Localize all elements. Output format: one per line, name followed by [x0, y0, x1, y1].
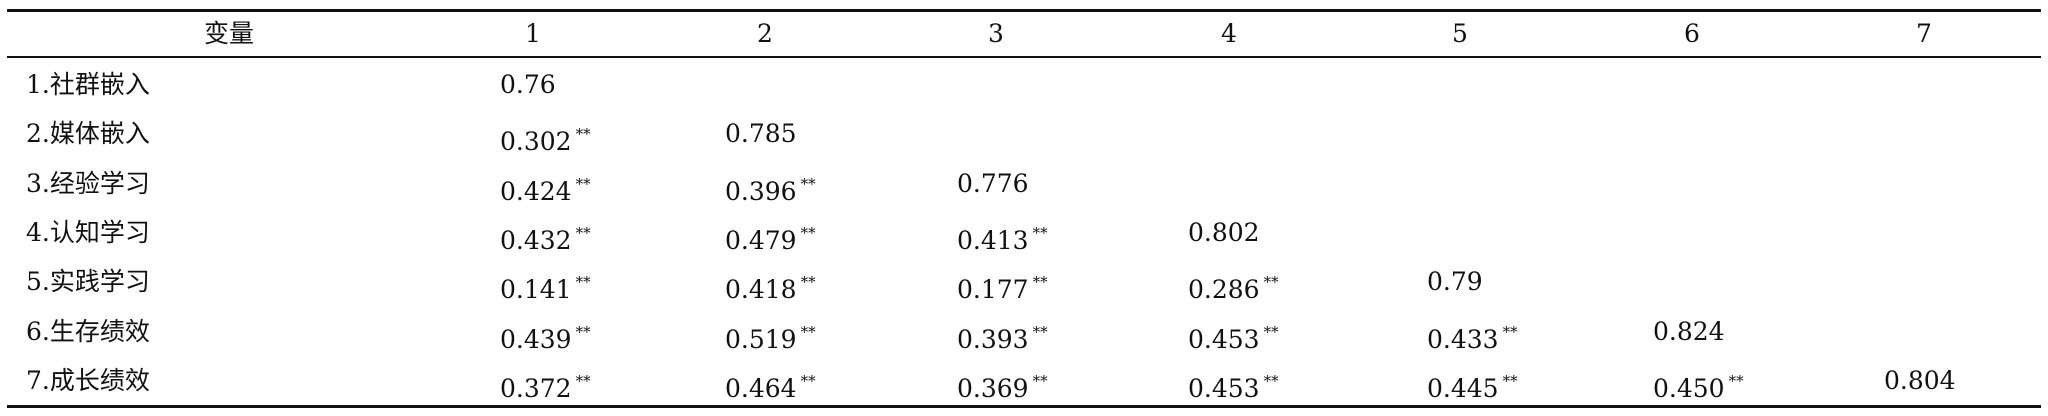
value: 0.432 [500, 225, 572, 255]
row-label: 2.媒体嵌入 [26, 119, 150, 149]
value: 0.824 [1653, 316, 1725, 346]
significance: ** [1502, 322, 1518, 341]
value-cell: 0.177 ** [957, 267, 1048, 305]
row-label: 5.实践学习 [26, 267, 150, 297]
significance: ** [575, 223, 591, 242]
significance: ** [800, 371, 816, 390]
significance: ** [575, 125, 591, 144]
value: 0.519 [725, 324, 797, 354]
value-cell: 0.479 ** [725, 218, 816, 256]
value-cell: 0.453 ** [1188, 317, 1279, 355]
row-label: 1.社群嵌入 [26, 70, 150, 99]
header-cell: 5 [1452, 19, 1468, 48]
value-cell: 0.286 ** [1188, 267, 1279, 305]
significance: ** [800, 174, 816, 193]
row-label: 3.经验学习 [26, 168, 150, 198]
value: 0.785 [725, 119, 797, 149]
value-cell: 0.785 [725, 119, 797, 149]
value-cell: 0.824 [1653, 317, 1725, 347]
header-cell: 6 [1684, 19, 1700, 48]
value-cell: 0.453 ** [1188, 366, 1279, 404]
value: 0.776 [957, 168, 1029, 198]
value-cell: 0.804 [1884, 366, 1956, 396]
significance: ** [800, 273, 816, 292]
significance: ** [1728, 371, 1744, 390]
value: 0.418 [725, 275, 797, 305]
value: 0.464 [725, 373, 797, 403]
bottom-rule [7, 405, 2041, 408]
header-cell: 3 [988, 19, 1004, 48]
value: 0.396 [725, 176, 797, 206]
significance: ** [1263, 371, 1279, 390]
value-cell: 0.413 ** [957, 218, 1048, 256]
significance: ** [575, 273, 591, 292]
value: 0.445 [1427, 373, 1499, 403]
header-cell: 变量 [203, 19, 255, 48]
value-cell: 0.439 ** [500, 317, 591, 355]
significance: ** [1502, 371, 1518, 390]
significance: ** [575, 174, 591, 193]
value-cell: 0.393 ** [957, 317, 1048, 355]
value-cell: 0.302 ** [500, 119, 591, 157]
value-cell: 0.79 [1427, 267, 1483, 297]
value: 0.393 [957, 324, 1029, 354]
significance: ** [1263, 273, 1279, 292]
significance: ** [575, 322, 591, 341]
value: 0.424 [500, 176, 572, 206]
value-cell: 0.141 ** [500, 267, 591, 305]
significance: ** [1032, 371, 1048, 390]
value: 0.302 [500, 127, 572, 157]
value-cell: 0.424 ** [500, 169, 591, 207]
value-cell: 0.76 [500, 70, 556, 100]
value: 0.369 [957, 373, 1029, 403]
header-cell: 1 [525, 19, 541, 48]
value-cell: 0.464 ** [725, 366, 816, 404]
significance: ** [800, 223, 816, 242]
value-cell: 0.369 ** [957, 366, 1048, 404]
value-cell: 0.519 ** [725, 317, 816, 355]
value-cell: 0.432 ** [500, 218, 591, 256]
value-cell: 0.450 ** [1653, 366, 1744, 404]
value-cell: 0.372 ** [500, 366, 591, 404]
significance: ** [575, 371, 591, 390]
significance: ** [1032, 223, 1048, 242]
value: 0.372 [500, 373, 572, 403]
value-cell: 0.802 [1188, 218, 1260, 248]
significance: ** [800, 322, 816, 341]
value-cell: 0.776 [957, 169, 1029, 199]
header-rule [7, 56, 2041, 58]
value: 0.479 [725, 225, 797, 255]
value: 0.433 [1427, 324, 1499, 354]
row-label: 7.成长绩效 [26, 365, 150, 395]
significance: ** [1263, 322, 1279, 341]
value: 0.413 [957, 225, 1029, 255]
value: 0.177 [957, 275, 1029, 305]
value-cell: 0.418 ** [725, 267, 816, 305]
header-cell: 4 [1221, 19, 1237, 48]
value-cell: 0.433 ** [1427, 317, 1518, 355]
value: 0.286 [1188, 275, 1260, 305]
value: 0.450 [1653, 373, 1725, 403]
value: 0.453 [1188, 373, 1260, 403]
top-rule [7, 9, 2041, 12]
value-cell: 0.396 ** [725, 169, 816, 207]
value: 0.453 [1188, 324, 1260, 354]
value: 0.802 [1188, 217, 1260, 247]
significance: ** [1032, 273, 1048, 292]
value: 0.79 [1427, 267, 1483, 297]
header-cell: 7 [1916, 19, 1932, 48]
header-cell: 2 [757, 19, 773, 48]
value: 0.76 [500, 70, 556, 99]
value: 0.141 [500, 275, 572, 305]
significance: ** [1032, 322, 1048, 341]
row-label: 4.认知学习 [26, 217, 150, 247]
value: 0.804 [1884, 365, 1956, 395]
row-label: 6.生存绩效 [26, 316, 150, 346]
value: 0.439 [500, 324, 572, 354]
value-cell: 0.445 ** [1427, 366, 1518, 404]
